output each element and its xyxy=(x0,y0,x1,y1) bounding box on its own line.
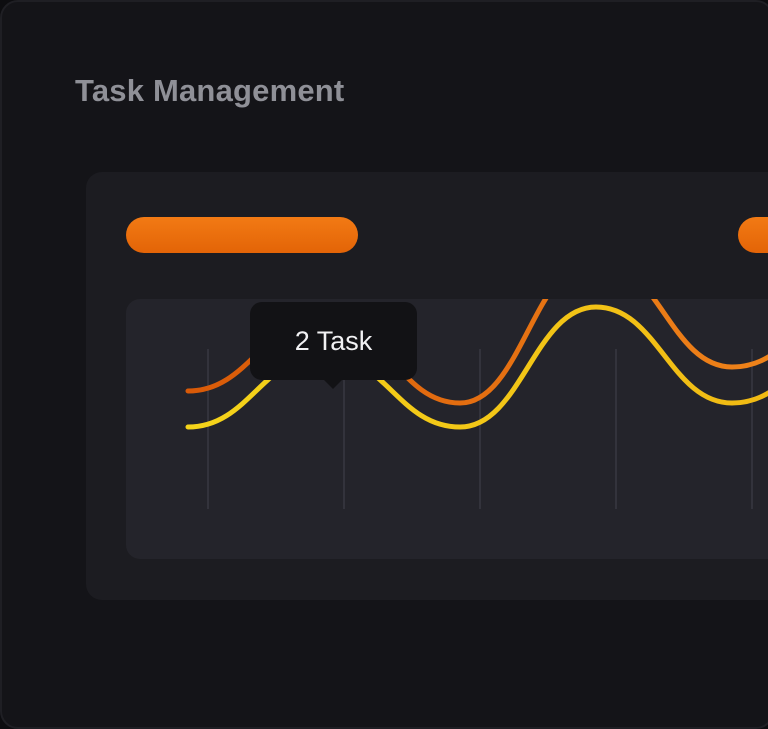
page-title: Task Management xyxy=(75,73,345,108)
line-chart xyxy=(185,299,768,509)
filter-pill-secondary[interactable] xyxy=(738,217,768,253)
tooltip-arrow xyxy=(323,379,343,389)
chart-area: 2 Task xyxy=(126,299,768,559)
filter-pill-primary[interactable] xyxy=(126,217,358,253)
tooltip-label: 2 Task xyxy=(294,325,373,356)
tooltip: 2 Task xyxy=(250,302,417,389)
task-chart-card: 2 Task xyxy=(86,172,768,600)
